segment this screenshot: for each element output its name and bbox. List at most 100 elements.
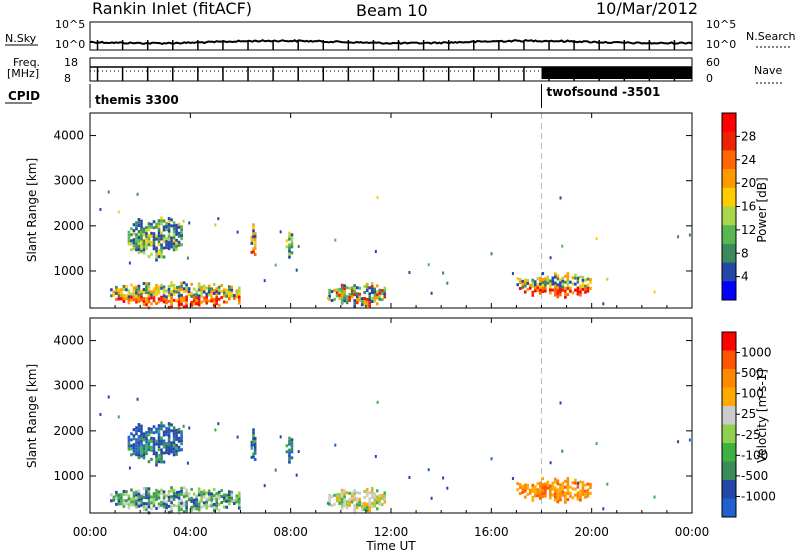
range-cell [285, 239, 289, 243]
range-cell [137, 453, 141, 457]
range-cell [348, 503, 351, 507]
range-cell [127, 438, 131, 442]
range-cell [526, 281, 530, 285]
range-cell [584, 483, 587, 487]
range-cell [215, 287, 219, 291]
range-cell [180, 284, 183, 288]
y-tick-label: 1000 [53, 469, 84, 483]
range-cell [375, 284, 379, 288]
range-cell [232, 296, 236, 300]
range-cell [202, 299, 206, 303]
range-cell [157, 490, 161, 494]
range-cell [576, 289, 580, 293]
range-cell [122, 504, 126, 508]
range-cell [338, 495, 341, 499]
range-cell [360, 297, 364, 301]
range-cell [167, 443, 171, 447]
range-cell [225, 288, 229, 292]
range-cell [541, 489, 545, 493]
range-cell [365, 505, 369, 509]
range-cell [340, 289, 344, 293]
range-cell [358, 295, 361, 299]
speckle [606, 277, 609, 281]
range-cell [564, 485, 567, 489]
range-cell [140, 454, 143, 458]
range-cell [157, 427, 161, 431]
range-cell [355, 497, 359, 501]
range-cell [531, 483, 535, 487]
range-cell [217, 303, 221, 307]
range-cell [215, 299, 219, 303]
range-cell [290, 236, 294, 240]
range-cell [157, 255, 161, 259]
range-cell [120, 499, 123, 503]
range-cell [160, 249, 163, 253]
range-cell [145, 434, 148, 438]
range-cell [162, 228, 166, 232]
range-cell [215, 290, 219, 294]
range-cell [142, 288, 146, 292]
range-cell [205, 298, 208, 302]
range-cell [197, 288, 201, 292]
range-cell [566, 480, 570, 484]
range-cell [523, 278, 527, 282]
range-cell [368, 503, 372, 507]
range-cell [200, 300, 203, 304]
nsky-scan-markers [96, 40, 676, 50]
range-cell [370, 297, 374, 301]
range-cell [110, 288, 113, 292]
range-cell [383, 292, 387, 296]
range-cell [142, 248, 146, 252]
range-cell [340, 301, 344, 305]
range-cell [576, 286, 580, 290]
range-cell [353, 498, 356, 502]
range-cell [152, 440, 156, 444]
range-cell [227, 493, 231, 497]
range-cell [531, 293, 535, 297]
range-cell [222, 300, 226, 304]
range-cell [544, 286, 547, 290]
range-cell [160, 488, 163, 492]
range-cell [167, 223, 171, 227]
range-cell [117, 496, 121, 500]
range-cell [533, 494, 537, 498]
range-cell [523, 486, 527, 490]
range-cell [518, 278, 522, 282]
range-cell [360, 508, 364, 512]
range-cell [531, 486, 535, 490]
range-cell [538, 481, 542, 485]
power-y-label: Slant Range [km] [25, 158, 39, 262]
range-cell [237, 289, 241, 293]
colorbar-cell [722, 332, 736, 351]
range-cell [177, 294, 181, 298]
range-cell [195, 498, 198, 502]
range-cell [125, 493, 128, 497]
range-cell [373, 495, 377, 499]
range-cell [378, 294, 382, 298]
range-cell [200, 499, 203, 503]
range-cell [197, 282, 201, 286]
range-cell [561, 481, 565, 485]
range-cell [546, 278, 550, 282]
speckle [128, 466, 131, 470]
range-cell [343, 287, 346, 291]
range-cell [145, 247, 148, 251]
range-cell [205, 497, 208, 501]
range-cell [556, 286, 560, 290]
range-cell [200, 294, 203, 298]
range-cell [172, 248, 176, 252]
range-cell [212, 288, 216, 292]
range-cell [180, 439, 183, 443]
range-cell [130, 438, 133, 442]
range-cell [185, 304, 188, 308]
range-cell [531, 495, 535, 499]
range-cell [250, 440, 254, 444]
range-cell [137, 224, 141, 228]
range-cell [215, 302, 219, 306]
range-cell [368, 295, 372, 299]
range-cell [142, 251, 146, 255]
range-cell [556, 283, 560, 287]
range-cell [130, 233, 133, 237]
range-cell [160, 421, 163, 425]
